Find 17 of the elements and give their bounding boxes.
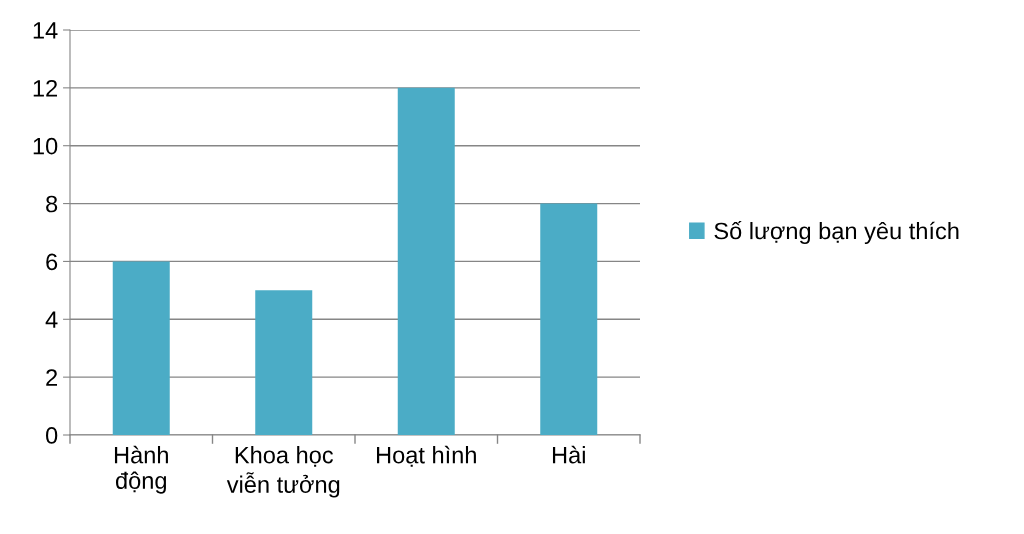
- bar: [540, 203, 598, 435]
- x-tick-label: Hành động: [114, 445, 168, 494]
- y-tick-label: 14: [33, 22, 58, 39]
- y-tick-label: 10: [33, 137, 58, 155]
- legend-label: Số lượng bạn yêu thích: [714, 220, 959, 245]
- bar: [112, 261, 170, 435]
- x-tick-label: Hoạt hình: [377, 445, 476, 467]
- y-tick-label: 8: [46, 195, 58, 213]
- x-tick-label: Hài: [552, 445, 585, 464]
- y-tick-label: 6: [46, 253, 58, 271]
- y-tick-label: 2: [46, 369, 58, 386]
- x-tick-label: Khoa học viễn tưởng: [226, 446, 340, 498]
- y-tick-label: 4: [45, 311, 58, 328]
- y-tick-label: 12: [33, 79, 58, 97]
- bar: [255, 290, 313, 435]
- bar: [397, 87, 455, 435]
- y-tick-label: 0: [45, 427, 58, 444]
